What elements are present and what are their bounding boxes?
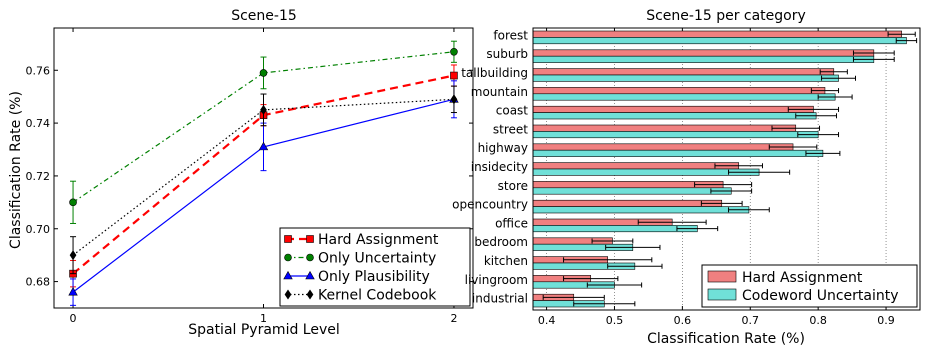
bar bbox=[532, 162, 740, 170]
legend-label: Hard Assignment bbox=[742, 270, 863, 286]
bar bbox=[532, 87, 826, 95]
bar bbox=[532, 199, 723, 207]
data-point bbox=[260, 104, 267, 115]
line-chart-plot-area: 0 1 2 0.68 0.70 0.72 0.74 0.76 bbox=[26, 27, 474, 325]
bar bbox=[532, 131, 819, 139]
x-tick-label: 0.5 bbox=[606, 314, 624, 327]
bar bbox=[532, 93, 836, 101]
legend-marker bbox=[306, 235, 314, 243]
x-tick-label: 0.6 bbox=[674, 314, 692, 327]
bar-chart-panel: Scene-15 per category Classification Rat… bbox=[452, 8, 921, 347]
plot-frame bbox=[532, 27, 921, 311]
legend-marker bbox=[306, 253, 314, 262]
x-tick-label: 0.9 bbox=[877, 314, 895, 327]
legend-label: Codeword Uncertainty bbox=[742, 288, 899, 304]
legend-label: Kernel Codebook bbox=[318, 288, 437, 304]
legend-marker bbox=[284, 253, 292, 262]
bar-chart-title: Scene-15 per category bbox=[646, 8, 806, 24]
bar bbox=[532, 49, 875, 57]
category-label: kitchen bbox=[484, 254, 528, 268]
legend-box bbox=[701, 264, 918, 308]
data-point bbox=[450, 47, 458, 56]
line-chart-panel: Scene-15 Spatial Pyramid Level Classific… bbox=[8, 8, 474, 338]
bar bbox=[532, 168, 760, 176]
category-label: store bbox=[498, 179, 528, 193]
category-label: livingroom bbox=[465, 273, 528, 287]
y-tick-label: 0.74 bbox=[26, 117, 51, 130]
bar-chart-plot-area: 0.4 0.5 0.6 0.7 0.8 0.9 forest suburb tallbuildi… bbox=[452, 27, 921, 327]
legend-label: Only Plausibility bbox=[318, 269, 430, 285]
y-tick-label: 0.76 bbox=[26, 64, 51, 77]
y-tick-label: 0.72 bbox=[26, 170, 51, 183]
bar bbox=[532, 30, 902, 38]
data-point bbox=[68, 287, 78, 296]
bar bbox=[532, 124, 797, 132]
category-label: office bbox=[495, 216, 528, 230]
bar bbox=[532, 187, 732, 195]
category-label: industrial bbox=[472, 292, 528, 306]
bar bbox=[532, 225, 698, 233]
category-label: forest bbox=[493, 28, 528, 42]
legend-marker bbox=[284, 289, 292, 300]
category-label: suburb bbox=[486, 47, 528, 61]
legend-swatch bbox=[707, 288, 737, 301]
legend-marker bbox=[305, 270, 315, 280]
bar bbox=[532, 143, 794, 151]
category-label: mountain bbox=[471, 85, 528, 99]
category-label: tallbuilding bbox=[461, 66, 528, 80]
legend-swatch bbox=[707, 270, 737, 283]
data-point bbox=[258, 141, 269, 151]
series-line bbox=[72, 51, 455, 203]
legend-marker bbox=[283, 270, 293, 280]
line-chart-y-axis-label: Classification Rate (%) bbox=[8, 91, 24, 249]
line-chart-title: Scene-15 bbox=[231, 8, 297, 24]
data-point bbox=[69, 250, 77, 261]
x-tick-label: 0.8 bbox=[809, 314, 827, 327]
data-point bbox=[69, 198, 77, 207]
bar bbox=[532, 68, 835, 76]
bar bbox=[532, 37, 907, 45]
bar-chart-legend: Hard Assignment Codeword Uncertainty bbox=[701, 264, 918, 308]
x-tick-label: 0.4 bbox=[538, 314, 556, 327]
category-label: insidecity bbox=[471, 160, 528, 174]
legend-label: Only Uncertainty bbox=[318, 251, 436, 267]
x-tick-label: 1 bbox=[260, 312, 267, 325]
bar-chart-x-axis-label: Classification Rate (%) bbox=[647, 331, 805, 347]
bar bbox=[532, 105, 814, 113]
category-label: coast bbox=[496, 104, 529, 118]
legend-marker bbox=[306, 289, 314, 300]
plot-frame bbox=[53, 27, 474, 309]
data-point bbox=[450, 71, 458, 80]
category-label: opencountry bbox=[452, 198, 528, 212]
line-chart-legend: Hard Assignment Only Uncertainty Only Plau… bbox=[279, 227, 471, 307]
x-tick-label: 0 bbox=[70, 312, 77, 325]
bar bbox=[532, 55, 875, 63]
line-chart-x-axis-label: Spatial Pyramid Level bbox=[188, 322, 340, 338]
category-label: street bbox=[493, 122, 528, 136]
data-point bbox=[259, 69, 268, 77]
category-label: highway bbox=[478, 141, 528, 155]
legend-marker bbox=[284, 235, 292, 243]
x-tick-label: 2 bbox=[450, 312, 457, 325]
bar bbox=[532, 206, 750, 214]
y-tick-label: 0.70 bbox=[26, 223, 51, 236]
x-tick-label: 0.7 bbox=[742, 314, 760, 327]
data-point bbox=[450, 94, 458, 105]
legend-label: Hard Assignment bbox=[318, 232, 439, 248]
category-label: bedroom bbox=[474, 235, 528, 249]
bar bbox=[532, 149, 824, 157]
y-tick-label: 0.68 bbox=[26, 276, 51, 289]
bar bbox=[532, 112, 817, 120]
bar bbox=[532, 74, 839, 82]
